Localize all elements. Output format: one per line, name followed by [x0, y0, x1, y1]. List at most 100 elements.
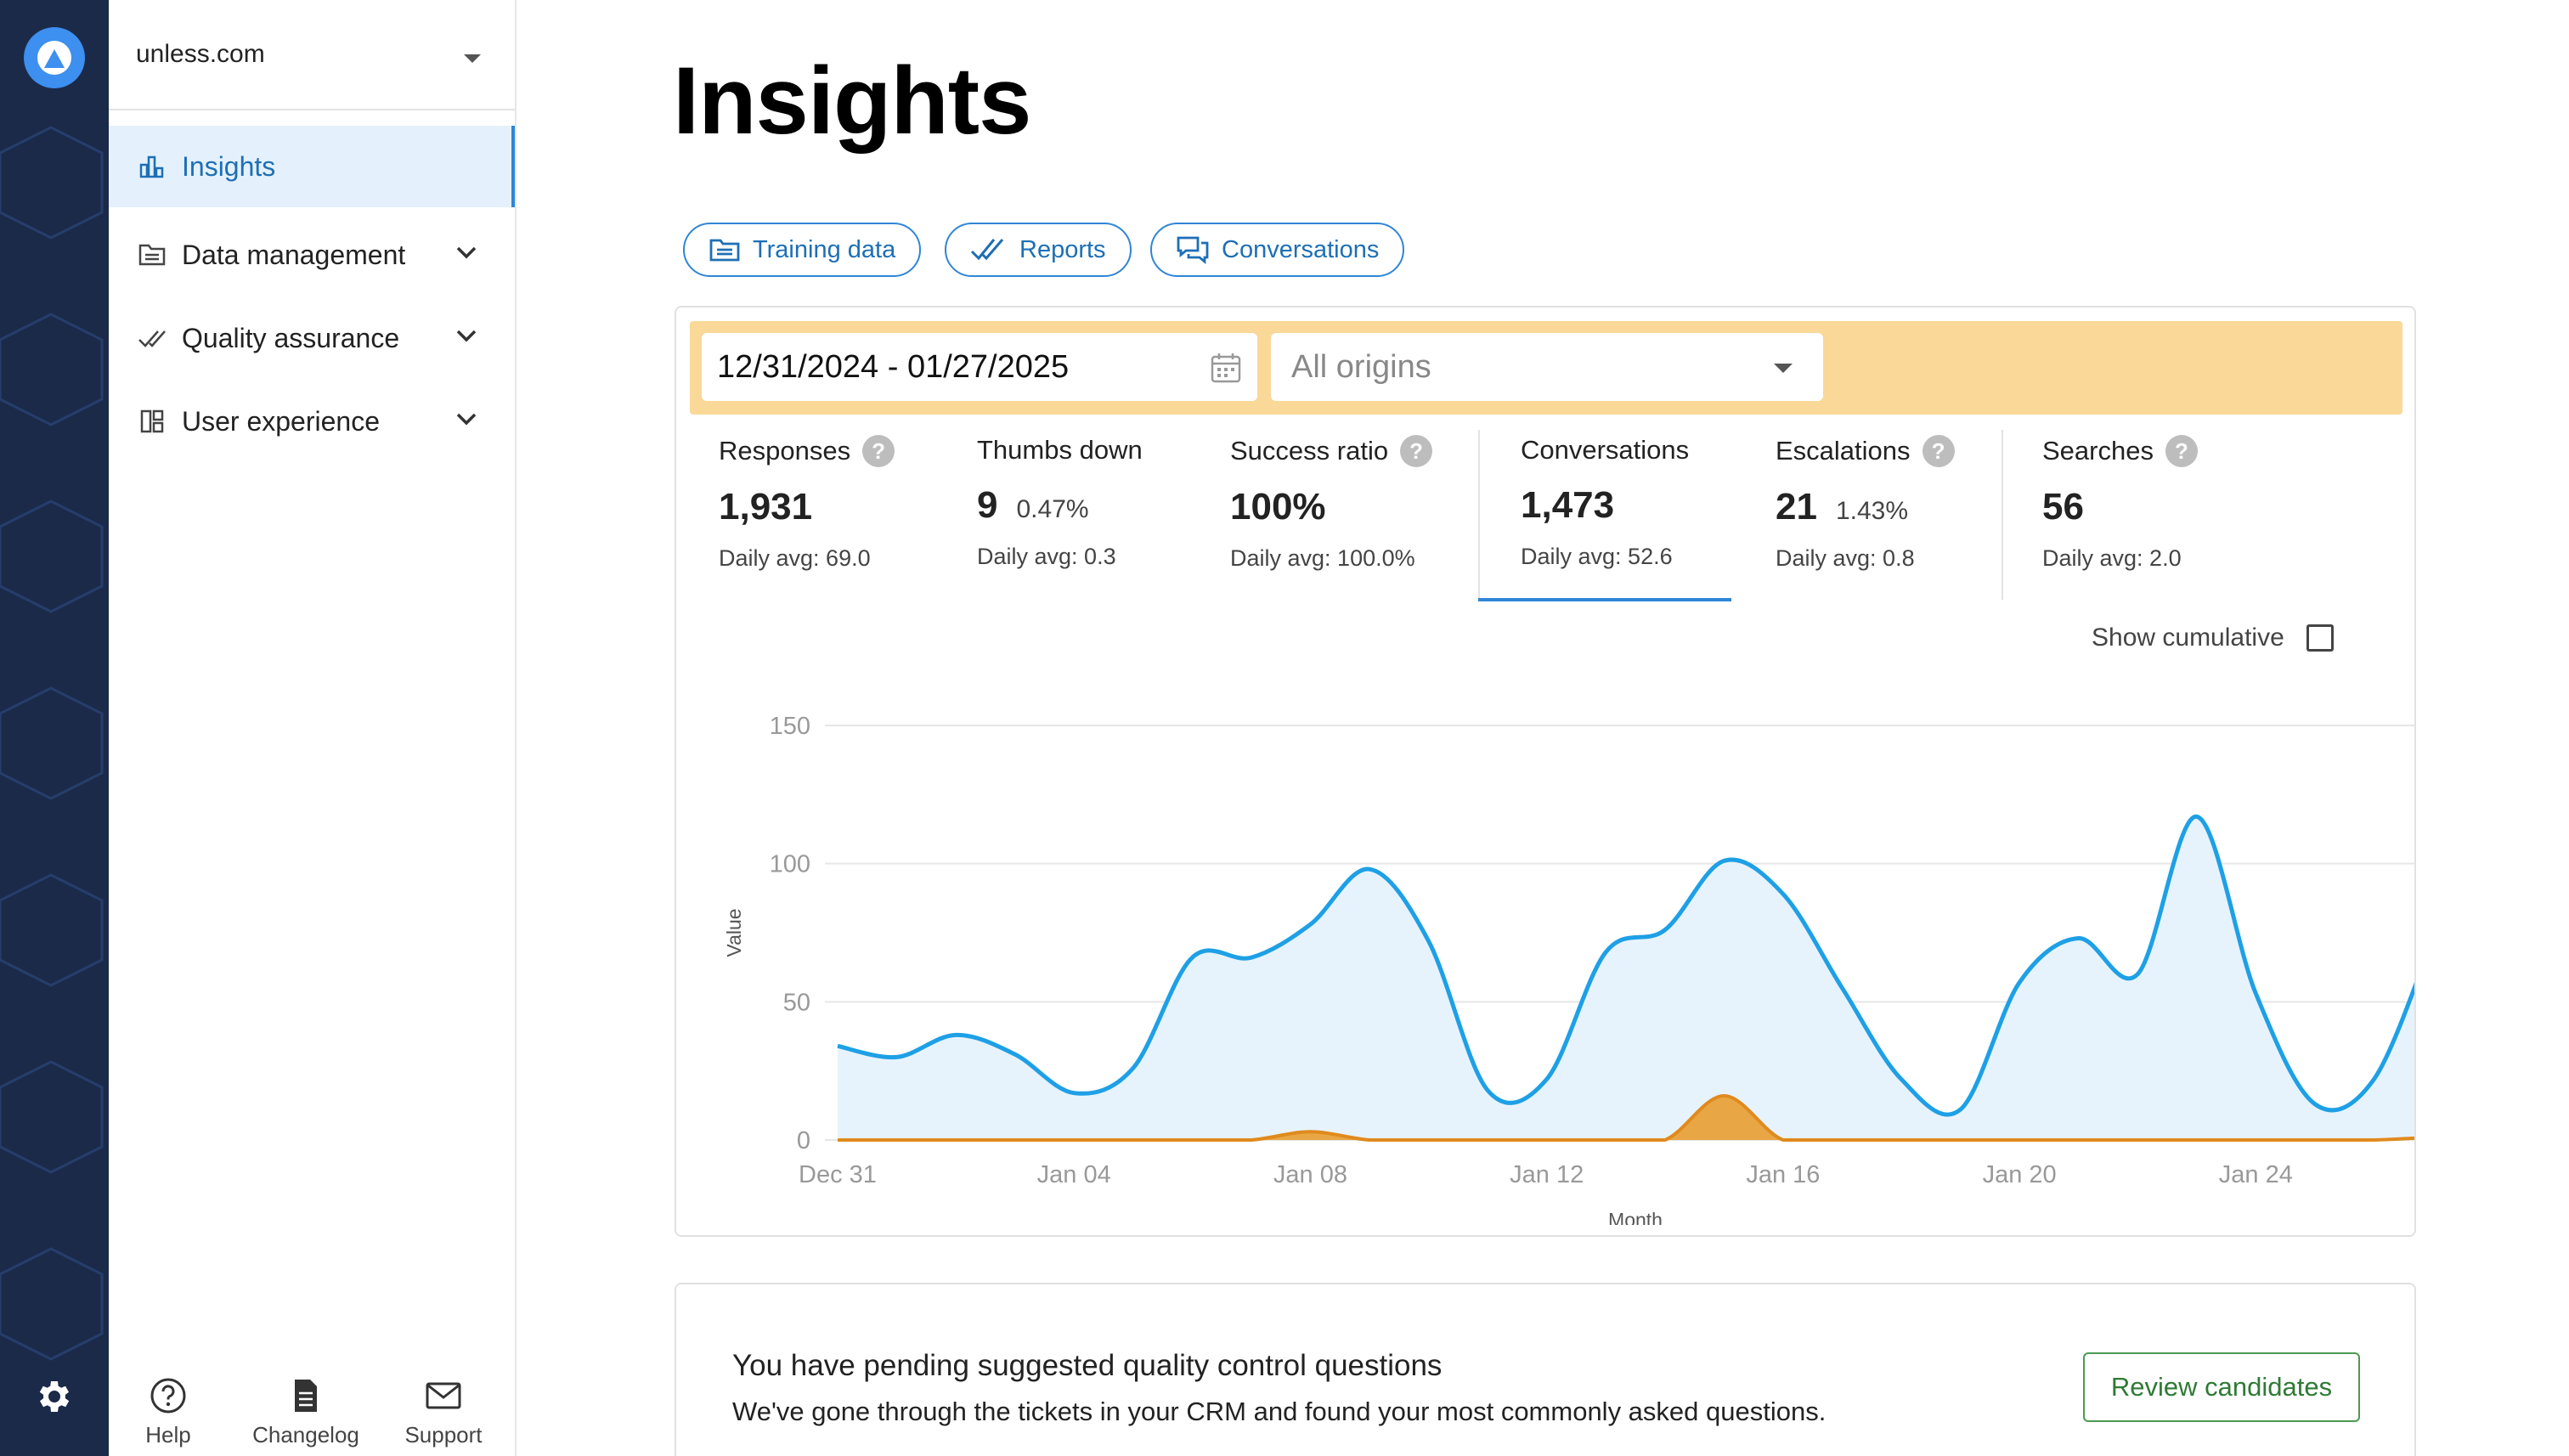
stat-daily-avg: Daily avg: 0.3 [977, 544, 1116, 569]
review-candidates-button[interactable]: Review candidates [2083, 1352, 2360, 1422]
stat-daily-avg: Daily avg: 69.0 [719, 545, 871, 571]
y-tick-label: 50 [783, 989, 810, 1016]
x-tick-label: Jan 04 [1037, 1161, 1111, 1188]
help-label: Help [145, 1422, 191, 1448]
tab-label: Conversations [1222, 235, 1380, 263]
chat-bubbles-icon [1177, 236, 1209, 264]
org-selector[interactable]: unless.com [109, 0, 515, 110]
tab-reports[interactable]: Reports [945, 223, 1132, 277]
changelog-label: Changelog [252, 1422, 359, 1448]
stat-label: Searches [2042, 436, 2154, 466]
show-cumulative-toggle[interactable]: Show cumulative [2092, 624, 2334, 652]
stat-responses[interactable]: Responses? 1,931 Daily avg: 69.0 [719, 435, 895, 613]
sidebar-item-insights[interactable]: Insights [109, 126, 515, 207]
stat-label: Conversations [1521, 435, 1690, 465]
y-tick-label: 150 [770, 713, 810, 740]
series-line [838, 1093, 2414, 1142]
help-icon[interactable]: ? [2165, 435, 2198, 467]
filter-bar: 12/31/2024 - 01/27/2025 All origins [690, 321, 2402, 415]
quality-card-heading: You have pending suggested quality contr… [732, 1349, 1443, 1382]
y-tick-label: 0 [797, 1127, 810, 1154]
help-icon[interactable]: ? [1922, 435, 1955, 467]
rail-hex-pattern [0, 126, 104, 1361]
tab-training-data[interactable]: Training data [683, 223, 922, 277]
sidebar-item-user-experience[interactable]: User experience [109, 381, 515, 462]
caret-down-icon [464, 54, 481, 63]
x-tick-label: Jan 24 [2219, 1161, 2293, 1188]
support-label: Support [404, 1422, 483, 1448]
sidebar-item-label: Quality assurance [182, 322, 400, 353]
date-range-picker[interactable]: 12/31/2024 - 01/27/2025 [702, 333, 1257, 401]
help-icon[interactable]: ? [1400, 435, 1433, 467]
changelog-button[interactable]: Changelog [246, 1369, 365, 1456]
stat-divider [1478, 430, 1480, 600]
page-title: Insights [673, 48, 1031, 154]
stat-daily-avg: Daily avg: 100.0% [1230, 545, 1415, 571]
stat-label: Success ratio [1230, 436, 1389, 466]
tab-conversations[interactable]: Conversations [1150, 223, 1405, 277]
quality-card-body: We've gone through the tickets in your C… [732, 1397, 1827, 1426]
x-tick-label: Dec 31 [799, 1161, 877, 1188]
help-icon[interactable]: ? [862, 435, 895, 467]
stat-value: 21 [1776, 486, 1817, 528]
quality-control-card: You have pending suggested quality contr… [675, 1283, 2416, 1456]
chevron-down-icon [456, 413, 477, 426]
origin-placeholder: All origins [1291, 348, 1431, 385]
stat-value: 9 [977, 484, 998, 526]
chevron-down-icon [456, 246, 477, 259]
insights-card: 12/31/2024 - 01/27/2025 All origins Resp… [675, 306, 2416, 1237]
y-tick-label: 100 [770, 851, 810, 878]
stat-conversations[interactable]: Conversations 1,473 Daily avg: 52.6 [1478, 435, 1731, 613]
x-tick-label: Jan 20 [1983, 1161, 2057, 1188]
org-name: unless.com [136, 40, 265, 68]
sidebar: unless.com Insights Data management Qual… [109, 0, 517, 1456]
layout-icon [138, 407, 167, 436]
question-circle-icon [150, 1378, 186, 1414]
stat-divider [2002, 430, 2003, 600]
stat-daily-avg: Daily avg: 2.0 [2042, 545, 2182, 571]
stat-searches[interactable]: Searches? 56 Daily avg: 2.0 [2042, 435, 2198, 613]
x-tick-label: Jan 16 [1746, 1161, 1820, 1188]
bar-chart-icon [138, 152, 167, 181]
stat-daily-avg: Daily avg: 0.8 [1776, 545, 1915, 571]
stat-value: 1,473 [1521, 484, 1615, 526]
stat-label: Thumbs down [977, 435, 1143, 465]
double-check-icon [970, 239, 1004, 261]
sidebar-item-label: User experience [182, 405, 380, 437]
sidebar-item-data-management[interactable]: Data management [109, 214, 515, 296]
origin-select[interactable]: All origins [1271, 333, 1823, 401]
conversations-chart: 0 50 100 150 Dec 31 Jan 04 Jan 08 Jan 12 Jan 16 J… [723, 713, 2414, 1225]
sidebar-item-label: Data management [182, 239, 406, 270]
series-line [837, 814, 2414, 1117]
stat-label: Responses [719, 436, 851, 466]
x-tick-label: Jan 08 [1273, 1161, 1347, 1188]
show-cumulative-label: Show cumulative [2092, 624, 2284, 652]
logo-icon [37, 41, 71, 75]
tab-label: Reports [1019, 235, 1106, 263]
date-range-value: 12/31/2024 - 01/27/2025 [717, 348, 1070, 385]
selected-indicator [1478, 598, 1731, 601]
settings-gear-icon[interactable] [34, 1376, 75, 1417]
stat-escalations[interactable]: Escalations? 21 1.43% Daily avg: 0.8 [1776, 435, 1955, 613]
checkmarks-icon [138, 324, 167, 353]
chevron-down-icon [456, 330, 477, 342]
envelope-icon [426, 1382, 461, 1409]
sidebar-item-quality-assurance[interactable]: Quality assurance [109, 297, 515, 379]
folder-icon [138, 240, 167, 269]
show-cumulative-checkbox[interactable] [2306, 624, 2334, 652]
help-button[interactable]: Help [109, 1369, 228, 1456]
stat-label: Escalations [1776, 436, 1911, 466]
document-icon [295, 1380, 317, 1412]
stat-thumbs-down[interactable]: Thumbs down 9 0.47% Daily avg: 0.3 [977, 435, 1143, 613]
series-area [838, 816, 2414, 1140]
support-button[interactable]: Support [384, 1369, 503, 1456]
app-logo[interactable] [24, 27, 85, 88]
calendar-icon [1211, 353, 1241, 383]
tray-icon [709, 239, 740, 262]
sidebar-item-label: Insights [182, 150, 276, 182]
stat-success-ratio[interactable]: Success ratio? 100% Daily avg: 100.0% [1230, 435, 1433, 613]
stat-percent: 1.43% [1835, 497, 1909, 525]
stat-percent: 0.47% [1016, 495, 1089, 523]
stat-value: 100% [1230, 486, 1326, 528]
stat-value: 1,931 [719, 486, 813, 528]
